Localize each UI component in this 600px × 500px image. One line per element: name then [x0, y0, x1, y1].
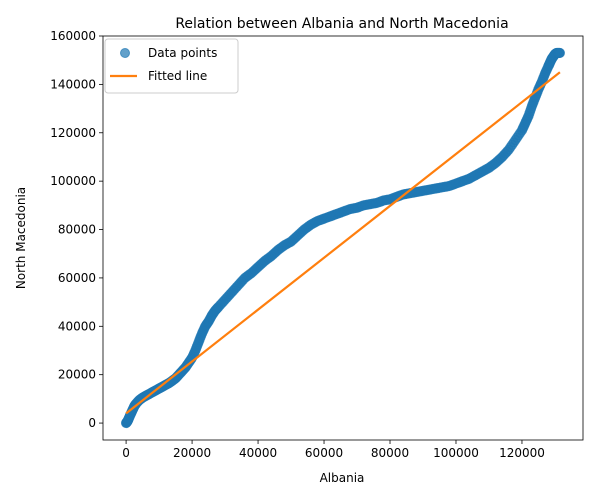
- y-tick-label: 160000: [50, 29, 96, 43]
- x-axis: 0 20000 40000 60000 80000 100000 120000: [122, 440, 545, 460]
- x-tick-label: 40000: [239, 446, 277, 460]
- data-point: [554, 47, 566, 59]
- legend-label-data-points: Data points: [148, 46, 217, 60]
- legend: Data points Fitted line: [104, 38, 239, 94]
- x-tick-label: 100000: [433, 446, 479, 460]
- legend-marker-data-points: [120, 48, 130, 58]
- x-tick-label: 0: [122, 446, 130, 460]
- plot-border: [102, 35, 584, 441]
- y-tick-label: 100000: [50, 174, 96, 188]
- x-tick-label: 20000: [173, 446, 211, 460]
- chart-title: Relation between Albania and North Maced…: [175, 16, 508, 32]
- y-tick-label: 60000: [58, 271, 96, 285]
- x-tick-label: 80000: [371, 446, 409, 460]
- x-tick-label: 60000: [305, 446, 343, 460]
- y-tick-label: 20000: [58, 368, 96, 382]
- y-tick-label: 80000: [58, 223, 96, 237]
- plot-area: [102, 35, 584, 441]
- y-tick-label: 40000: [58, 319, 96, 333]
- y-tick-label: 0: [88, 416, 96, 430]
- x-tick-label: 120000: [499, 446, 545, 460]
- legend-box: [104, 38, 239, 94]
- y-axis-label: North Macedonia: [14, 187, 28, 289]
- fitted-line: [125, 71, 561, 415]
- x-axis-label: Albania: [320, 471, 365, 485]
- y-tick-label: 140000: [50, 77, 96, 91]
- y-tick-label: 120000: [50, 126, 96, 140]
- series-layer: [120, 47, 566, 429]
- legend-label-fitted-line: Fitted line: [148, 69, 207, 83]
- y-axis: 0 20000 40000 60000 80000 100000 120000 140000 1…: [50, 29, 103, 430]
